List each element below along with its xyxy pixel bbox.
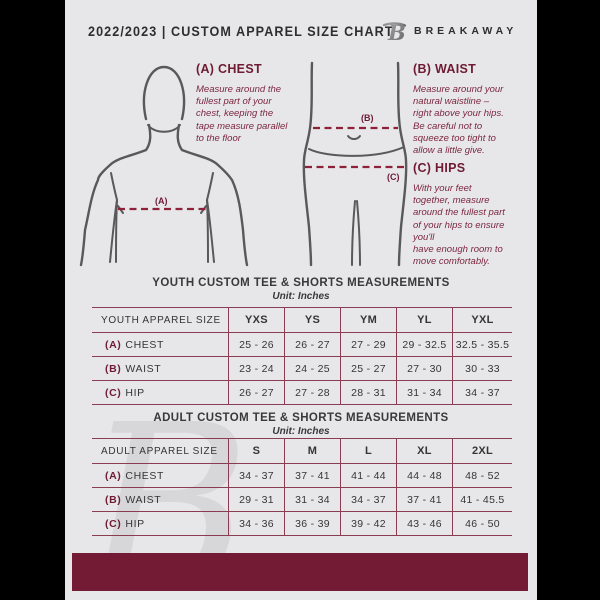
hips-measure-label: (C) xyxy=(387,172,400,182)
size-column-header: M xyxy=(284,439,340,463)
measurement-cell: 29 - 31 xyxy=(228,488,284,511)
measurement-cell: 24 - 25 xyxy=(284,357,340,380)
size-column-header: XL xyxy=(396,439,452,463)
size-column-header: YS xyxy=(284,308,340,332)
measurement-cell: 32.5 - 35.5 xyxy=(452,333,512,356)
instruction-hips-heading: (C) HIPS xyxy=(413,161,466,175)
instruction-hips-body: With your feet together, measure around … xyxy=(413,183,505,268)
breakaway-logo-icon: B xyxy=(383,20,407,44)
measure-row-label: (B) WAIST xyxy=(105,493,162,506)
measurement-cell: 31 - 34 xyxy=(396,381,452,404)
footer-bar xyxy=(72,553,528,591)
measurement-cell: 29 - 32.5 xyxy=(396,333,452,356)
measurement-cell: 34 - 36 xyxy=(228,512,284,535)
torso-figure xyxy=(79,65,249,267)
page-title: 2022/2023 | CUSTOM APPAREL SIZE CHART xyxy=(88,23,394,39)
instruction-waist: (B) WAIST Measure around your natural wa… xyxy=(413,62,525,157)
youth-size-table: YOUTH APPAREL SIZE YXS YS YM YL YXL (A) CHEST 25… xyxy=(92,307,512,405)
measurement-cell: 48 - 52 xyxy=(452,464,512,487)
brand-name: BREAKAWAY xyxy=(414,25,518,37)
adult-table-unit: Unit: Inches xyxy=(272,426,330,437)
table-row: (B) WAIST 23 - 24 24 - 25 25 - 27 27 - 30 30 -… xyxy=(92,356,512,380)
measure-row-label: (B) WAIST xyxy=(105,362,162,375)
table-row: (C) HIP 26 - 27 27 - 28 28 - 31 31 - 34 34 - 3… xyxy=(92,380,512,405)
measurement-cell: 26 - 27 xyxy=(284,333,340,356)
measurement-cell: 41 - 44 xyxy=(340,464,396,487)
size-column-header: S xyxy=(228,439,284,463)
measurement-cell: 39 - 42 xyxy=(340,512,396,535)
measure-letter: (C) xyxy=(105,386,122,399)
measurement-cell: 46 - 50 xyxy=(452,512,512,535)
size-column-header: YXL xyxy=(452,308,512,332)
instruction-waist-heading: (B) WAIST xyxy=(413,62,477,76)
measurement-cell: 30 - 33 xyxy=(452,357,512,380)
adult-size-table: ADULT APPAREL SIZE S M L XL 2XL (A) CHEST 34 - 3… xyxy=(92,438,512,536)
youth-table-title: YOUTH CUSTOM TEE & SHORTS MEASUREMENTS xyxy=(152,277,450,289)
measurement-cell: 27 - 30 xyxy=(396,357,452,380)
table-row: (C) HIP 34 - 36 36 - 39 39 - 42 43 - 46 46 - 5… xyxy=(92,511,512,536)
instruction-chest: (A) CHEST Measure around the fullest par… xyxy=(196,62,308,145)
measurement-cell: 44 - 48 xyxy=(396,464,452,487)
size-column-header: YXS xyxy=(228,308,284,332)
measurement-cell: 34 - 37 xyxy=(340,488,396,511)
measurement-cell: 34 - 37 xyxy=(228,464,284,487)
size-chart-page: 2022/2023 | CUSTOM APPAREL SIZE CHART B … xyxy=(65,0,537,600)
table-row: (B) WAIST 29 - 31 31 - 34 34 - 37 37 - 41 41 -… xyxy=(92,487,512,511)
measure-row-label: (A) CHEST xyxy=(105,338,164,351)
instruction-waist-body: Measure around your natural waistline – … xyxy=(413,84,504,157)
size-column-header: YL xyxy=(396,308,452,332)
measure-letter: (A) xyxy=(105,338,122,351)
instruction-chest-body: Measure around the fullest part of your … xyxy=(196,84,288,144)
measure-letter: (C) xyxy=(105,517,122,530)
measure-row-label: (C) HIP xyxy=(105,386,145,399)
size-header-label: YOUTH APPAREL SIZE xyxy=(101,314,221,326)
measurement-cell: 28 - 31 xyxy=(340,381,396,404)
measurement-cell: 25 - 27 xyxy=(340,357,396,380)
measurement-cell: 43 - 46 xyxy=(396,512,452,535)
chest-measure-label: (A) xyxy=(155,196,168,206)
measurement-cell: 37 - 41 xyxy=(396,488,452,511)
measurement-cell: 37 - 41 xyxy=(284,464,340,487)
measure-row-label: (C) HIP xyxy=(105,517,145,530)
measure-letter: (A) xyxy=(105,469,122,482)
svg-text:B: B xyxy=(387,20,406,44)
measurement-cell: 36 - 39 xyxy=(284,512,340,535)
measure-letter: (B) xyxy=(105,362,122,375)
table-header-row: ADULT APPAREL SIZE S M L XL 2XL xyxy=(92,438,512,463)
measurement-cell: 31 - 34 xyxy=(284,488,340,511)
instruction-chest-heading: (A) CHEST xyxy=(196,62,262,76)
instruction-hips: (C) HIPS With your feet together, measur… xyxy=(413,161,525,268)
measurement-cell: 27 - 28 xyxy=(284,381,340,404)
brand-lockup: B BREAKAWAY xyxy=(383,18,517,44)
size-column-header: 2XL xyxy=(452,439,512,463)
measurement-cell: 26 - 27 xyxy=(228,381,284,404)
table-row: (A) CHEST 34 - 37 37 - 41 41 - 44 44 - 48 48 -… xyxy=(92,463,512,487)
table-row: (A) CHEST 25 - 26 26 - 27 27 - 29 29 - 32.5 32… xyxy=(92,332,512,356)
body-measurement-diagram: (A) (B) (C) xyxy=(79,61,408,267)
size-header-label: ADULT APPAREL SIZE xyxy=(101,445,218,457)
measurement-cell: 41 - 45.5 xyxy=(452,488,512,511)
size-column-header: YM xyxy=(340,308,396,332)
measurement-cell: 27 - 29 xyxy=(340,333,396,356)
measure-row-label: (A) CHEST xyxy=(105,469,164,482)
waist-measure-label: (B) xyxy=(361,113,374,123)
measure-letter: (B) xyxy=(105,493,122,506)
size-column-header: L xyxy=(340,439,396,463)
table-header-row: YOUTH APPAREL SIZE YXS YS YM YL YXL xyxy=(92,307,512,332)
hips-figure xyxy=(302,61,408,267)
adult-table-title: ADULT CUSTOM TEE & SHORTS MEASUREMENTS xyxy=(153,412,449,424)
measurement-cell: 25 - 26 xyxy=(228,333,284,356)
measurement-cell: 23 - 24 xyxy=(228,357,284,380)
measurement-cell: 34 - 37 xyxy=(452,381,512,404)
youth-table-unit: Unit: Inches xyxy=(272,291,330,302)
